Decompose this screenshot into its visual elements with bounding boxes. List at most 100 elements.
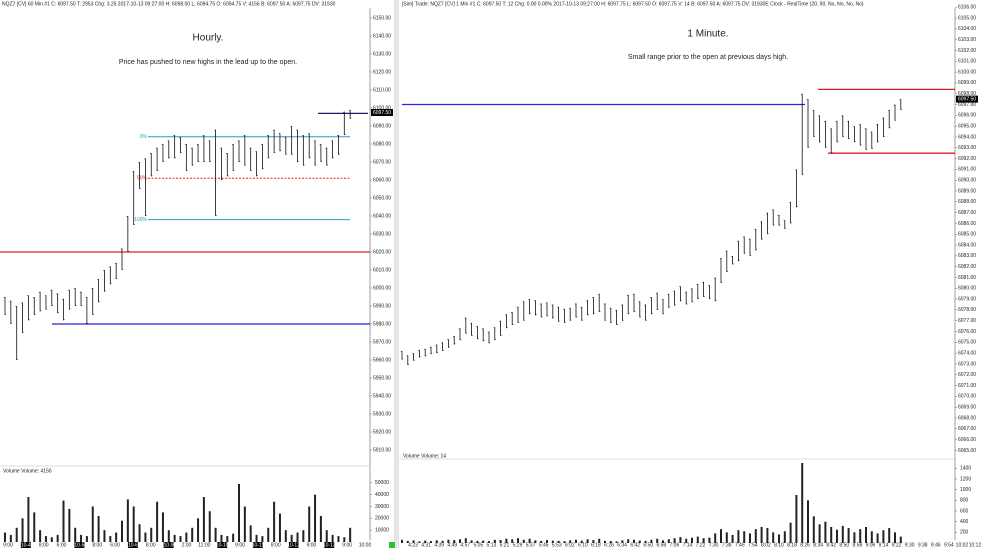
y-tick-label: 5990.00 xyxy=(373,303,391,309)
volume-bar xyxy=(401,539,403,543)
y-tick-label: 6020.00 xyxy=(373,249,391,255)
volume-bar xyxy=(580,540,583,543)
volume-bar xyxy=(132,506,135,542)
volume-bar xyxy=(39,530,42,542)
volume-bar xyxy=(627,539,630,543)
volume-tick-label: 40000 xyxy=(375,492,389,498)
volume-bar xyxy=(185,532,188,542)
x-tick-label: 4:39 xyxy=(434,542,444,548)
volume-bar xyxy=(62,500,65,542)
x-tick-label: 8:00 xyxy=(39,542,49,548)
volume-bar xyxy=(899,536,902,543)
volume-bar xyxy=(749,533,751,543)
volume-bar xyxy=(517,538,519,543)
volume-bar xyxy=(406,540,409,543)
x-tick-label: 6:10 xyxy=(578,542,588,548)
x-tick-label: 6:02 xyxy=(565,542,575,548)
volume-bar xyxy=(778,534,780,543)
y-tick-label: 6068.00 xyxy=(958,415,976,421)
fib-label: 100% xyxy=(134,217,147,223)
volume-tick-label: 1200 xyxy=(960,476,971,482)
volume-bar xyxy=(870,531,873,543)
x-tick-label: 6:18 xyxy=(591,542,601,548)
y-tick-label: 5920.00 xyxy=(373,429,391,435)
y-tick-label: 6083.00 xyxy=(958,253,976,259)
volume-bar xyxy=(331,534,334,542)
splitter[interactable] xyxy=(394,0,399,548)
volume-bar xyxy=(80,534,83,542)
y-tick-label: 6089.00 xyxy=(958,188,976,194)
date-box xyxy=(252,542,263,548)
x-tick-label: 9:54 xyxy=(944,542,954,548)
volume-bar xyxy=(882,530,885,543)
volume-bar xyxy=(418,541,421,543)
volume-bar xyxy=(197,518,200,542)
y-tick-label: 6092.00 xyxy=(958,156,976,162)
volume-bar xyxy=(220,534,223,542)
volume-bar xyxy=(435,540,438,543)
volume-bar xyxy=(50,537,53,542)
date-box xyxy=(288,542,299,548)
date-box xyxy=(324,542,335,548)
volume-bar xyxy=(44,536,47,542)
volume-bar xyxy=(68,508,71,542)
volume-bar xyxy=(91,506,94,542)
volume-bar xyxy=(21,518,24,542)
volume-bar xyxy=(109,536,112,542)
y-tick-label: 6080.00 xyxy=(958,286,976,292)
x-tick-label: 8:00 xyxy=(92,542,102,548)
volume-bar xyxy=(308,506,311,542)
volume-bar xyxy=(847,528,850,543)
volume-bar xyxy=(232,533,235,542)
x-tick-label: 5:45 xyxy=(539,542,549,548)
x-tick-label: 10-12 xyxy=(287,542,300,548)
y-tick-label: 6074.00 xyxy=(958,350,976,356)
volume-tick-label: 200 xyxy=(960,530,969,536)
volume-bar xyxy=(859,529,862,543)
left-title: Hourly. xyxy=(193,33,224,44)
x-tick-label: 8:10 xyxy=(774,542,784,548)
y-tick-label: 6090.00 xyxy=(373,123,391,129)
volume-bar xyxy=(267,527,270,542)
volume-bar xyxy=(173,534,176,542)
x-tick-label: 5:37 xyxy=(526,542,536,548)
y-tick-label: 6070.00 xyxy=(958,394,976,400)
volume-bar xyxy=(33,512,36,542)
volume-bar xyxy=(824,521,827,543)
left-note: Price has pushed to new highs in the lea… xyxy=(119,59,297,66)
volume-bar xyxy=(667,539,670,543)
volume-bar xyxy=(575,539,577,543)
volume-bar xyxy=(103,530,106,542)
x-tick-label: 9:00 xyxy=(342,542,352,548)
volume-bar xyxy=(476,540,479,543)
volume-bar xyxy=(314,494,317,542)
volume-bar xyxy=(430,541,432,543)
y-tick-label: 6076.00 xyxy=(958,329,976,335)
y-tick-label: 6060.00 xyxy=(373,177,391,183)
y-tick-label: 6097.00 xyxy=(958,102,976,108)
y-tick-label: 6073.00 xyxy=(958,361,976,367)
x-tick-label: 10-10 xyxy=(216,542,229,548)
x-tick-label: 10:02 xyxy=(956,542,969,548)
scroll-button[interactable] xyxy=(389,542,395,548)
volume-bar xyxy=(702,538,705,543)
x-tick-label: 8:26 xyxy=(800,542,810,548)
volume-bar xyxy=(97,515,100,542)
x-tick-label: 5:53 xyxy=(552,542,562,548)
x-tick-label: 9:06 xyxy=(866,542,876,548)
volume-bar xyxy=(138,524,141,542)
x-tick-label: 10-13 xyxy=(323,542,336,548)
volume-bar xyxy=(319,515,322,542)
date-box xyxy=(163,542,174,548)
x-tick-label: 8:34 xyxy=(813,542,823,548)
x-tick-label: 8:00 xyxy=(271,542,281,548)
y-tick-label: 6072.00 xyxy=(958,372,976,378)
x-tick-label: 10:12 xyxy=(969,542,982,548)
volume-bar xyxy=(725,532,728,543)
y-tick-label: 6087.00 xyxy=(958,210,976,216)
volume-bar xyxy=(74,527,77,542)
volume-bar xyxy=(743,531,746,543)
volume-bar xyxy=(488,541,490,543)
volume-bar xyxy=(691,537,693,543)
x-tick-label: 5:05 xyxy=(473,542,483,548)
